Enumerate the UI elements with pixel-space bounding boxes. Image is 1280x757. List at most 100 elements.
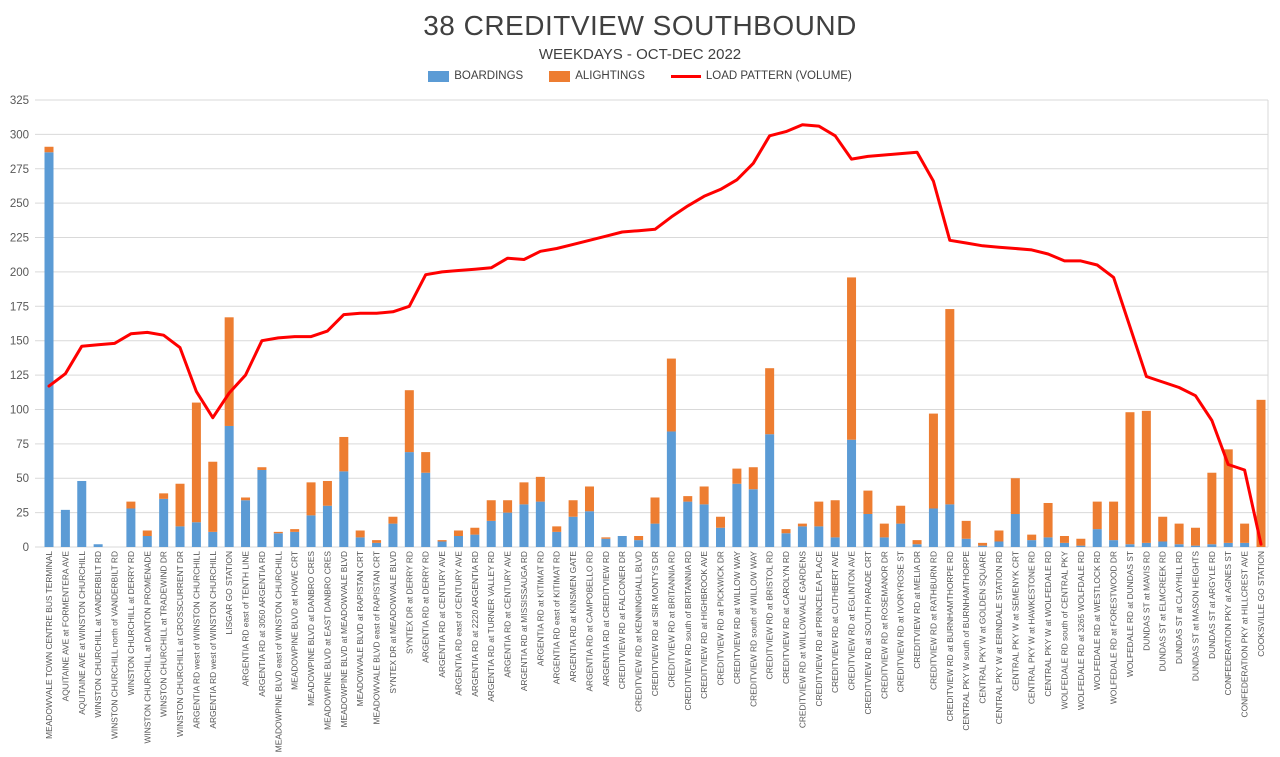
svg-text:WOLFEDALE RD at DUNDAS ST: WOLFEDALE RD at DUNDAS ST bbox=[1125, 551, 1135, 677]
boardings-bar bbox=[617, 535, 627, 547]
bar-group-17 bbox=[306, 482, 316, 547]
svg-text:125: 125 bbox=[10, 370, 29, 382]
bar-group-41 bbox=[699, 486, 709, 547]
bar-group-32 bbox=[552, 526, 562, 547]
alightings-bar bbox=[928, 413, 938, 509]
boardings-bar bbox=[60, 509, 70, 547]
legend-label: ALIGHTINGS bbox=[575, 70, 645, 82]
bar-group-36 bbox=[617, 535, 627, 547]
boardings-bar bbox=[634, 540, 644, 547]
boardings-bar bbox=[519, 504, 529, 547]
boardings-bar bbox=[159, 498, 169, 547]
load-pattern-swatch-icon bbox=[670, 74, 701, 78]
alightings-bar bbox=[1076, 538, 1086, 546]
alightings-bar bbox=[306, 482, 316, 516]
alightings-bar bbox=[1207, 472, 1217, 545]
alightings-bar bbox=[748, 467, 758, 490]
boardings-bar bbox=[372, 542, 382, 547]
bar-group-10 bbox=[191, 402, 201, 547]
svg-text:SYNTEX DR at DERRY RD: SYNTEX DR at DERRY RD bbox=[404, 551, 414, 654]
svg-text:50: 50 bbox=[16, 473, 29, 485]
boardings-bar bbox=[1010, 513, 1020, 547]
chart-title: 38 CREDITVIEW SOUTHBOUND bbox=[423, 10, 857, 41]
boardings-bar bbox=[601, 538, 611, 547]
svg-text:CREDITVIEW RD at EGLINTON AVE: CREDITVIEW RD at EGLINTON AVE bbox=[847, 551, 857, 691]
svg-text:WINSTON CHURCHILL at VANDERBIL: WINSTON CHURCHILL at VANDERBILT RD bbox=[93, 551, 103, 718]
alightings-bar bbox=[879, 523, 889, 538]
boardings-bar bbox=[175, 526, 185, 547]
bar-group-51 bbox=[863, 490, 873, 547]
bar-group-6 bbox=[126, 501, 136, 547]
alightings-bar bbox=[1059, 535, 1069, 543]
bar-group-7 bbox=[142, 530, 152, 547]
alightings-bar bbox=[142, 530, 152, 536]
alightings-bar bbox=[372, 540, 382, 543]
boardings-bar bbox=[1109, 540, 1119, 547]
bar-group-28 bbox=[486, 500, 496, 547]
svg-text:300: 300 bbox=[10, 129, 29, 141]
bar-group-43 bbox=[732, 468, 742, 547]
boardings-bar bbox=[814, 526, 824, 547]
bar-group-39 bbox=[666, 358, 676, 547]
alightings-bar bbox=[241, 497, 251, 501]
bar-group-31 bbox=[535, 476, 545, 547]
alightings-swatch-icon bbox=[549, 70, 571, 82]
bar-group-1 bbox=[44, 146, 54, 547]
svg-text:CREDITVIEW RD south of BRITANN: CREDITVIEW RD south of BRITANNIA RD bbox=[683, 551, 693, 710]
svg-text:150: 150 bbox=[10, 336, 29, 348]
svg-text:ARGENTIA RD west of WINSTON CH: ARGENTIA RD west of WINSTON CHURCHILL bbox=[191, 551, 201, 729]
boardings-bar bbox=[453, 535, 463, 547]
bar-group-75 bbox=[1256, 399, 1266, 547]
bar-group-27 bbox=[470, 527, 480, 547]
legend-item-load-pattern: LOAD PATTERN (VOLUME) bbox=[670, 70, 852, 82]
svg-text:ARGENTIA RD at KINSMEN GATE: ARGENTIA RD at KINSMEN GATE bbox=[568, 551, 578, 682]
alightings-bar bbox=[716, 516, 726, 528]
alightings-bar bbox=[273, 531, 283, 534]
boardings-bar bbox=[241, 500, 251, 547]
svg-text:WOLFEDALE RD south of CENTRAL: WOLFEDALE RD south of CENTRAL PKY bbox=[1059, 551, 1069, 710]
alightings-bar bbox=[503, 500, 513, 513]
svg-text:CREDITVIEW RD at BURNHAMTHORPE: CREDITVIEW RD at BURNHAMTHORPE RD bbox=[945, 551, 955, 721]
svg-text:CREDITVIEW RD at CAROLYN RD: CREDITVIEW RD at CAROLYN RD bbox=[781, 551, 791, 684]
legend: BOARDINGS ALIGHTINGS LOAD PATTERN (VOLUM… bbox=[0, 70, 1280, 82]
alightings-bar bbox=[519, 482, 529, 505]
alightings-bar bbox=[781, 529, 791, 534]
alightings-bar bbox=[486, 500, 496, 521]
alightings-bar bbox=[224, 317, 234, 426]
alightings-bar bbox=[1109, 501, 1119, 541]
alightings-bar bbox=[765, 368, 775, 435]
alightings-bar bbox=[1190, 527, 1200, 546]
boardings-bar bbox=[847, 439, 857, 547]
bar-group-20 bbox=[355, 530, 365, 547]
bar-group-22 bbox=[388, 516, 398, 547]
boardings-bar bbox=[699, 504, 709, 547]
svg-text:ARGENTIA RD east of KITIMAT RD: ARGENTIA RD east of KITIMAT RD bbox=[552, 551, 562, 684]
legend-item-boardings: BOARDINGS bbox=[428, 70, 523, 82]
bar-group-63 bbox=[1059, 535, 1069, 547]
boardings-bar bbox=[208, 531, 218, 547]
boardings-bar bbox=[683, 501, 693, 547]
svg-text:COOKSVILLE GO STATION: COOKSVILLE GO STATION bbox=[1256, 551, 1266, 657]
svg-text:CREDITVIEW RD at HIGHBROOK AVE: CREDITVIEW RD at HIGHBROOK AVE bbox=[699, 551, 709, 699]
bar-group-64 bbox=[1076, 538, 1086, 547]
alightings-bar bbox=[978, 542, 988, 546]
alightings-bar bbox=[568, 500, 578, 517]
alightings-bar bbox=[1141, 410, 1151, 543]
svg-text:CREDITVIEW RD at CUTHBERT AVE: CREDITVIEW RD at CUTHBERT AVE bbox=[830, 551, 840, 693]
bar-group-73 bbox=[1223, 449, 1233, 547]
svg-text:CREDITVIEW RD at IVORYROSE ST: CREDITVIEW RD at IVORYROSE ST bbox=[896, 551, 906, 692]
boardings-bar bbox=[1174, 544, 1184, 547]
svg-text:ARGENTIA RD at DERRY RD: ARGENTIA RD at DERRY RD bbox=[421, 551, 431, 663]
svg-text:ARGENTIA RD at TURNER VALLEY R: ARGENTIA RD at TURNER VALLEY RD bbox=[486, 551, 496, 702]
alightings-bar bbox=[830, 500, 840, 538]
svg-text:ARGENTIA RD east of CENTURY AV: ARGENTIA RD east of CENTURY AVE bbox=[453, 551, 463, 696]
boardings-bar bbox=[961, 538, 971, 547]
svg-text:CREDITVIEW RD at PICKWICK DR: CREDITVIEW RD at PICKWICK DR bbox=[716, 551, 726, 685]
svg-text:ARGENTIA RD at MISSISSAUGA RD: ARGENTIA RD at MISSISSAUGA RD bbox=[519, 551, 529, 691]
boardings-bar bbox=[290, 531, 300, 547]
boardings-bar bbox=[355, 537, 365, 547]
alightings-bar bbox=[44, 146, 54, 153]
svg-text:CREDITVIEW RD at WILLOW WAY: CREDITVIEW RD at WILLOW WAY bbox=[732, 551, 742, 684]
gridlines bbox=[35, 99, 1269, 548]
